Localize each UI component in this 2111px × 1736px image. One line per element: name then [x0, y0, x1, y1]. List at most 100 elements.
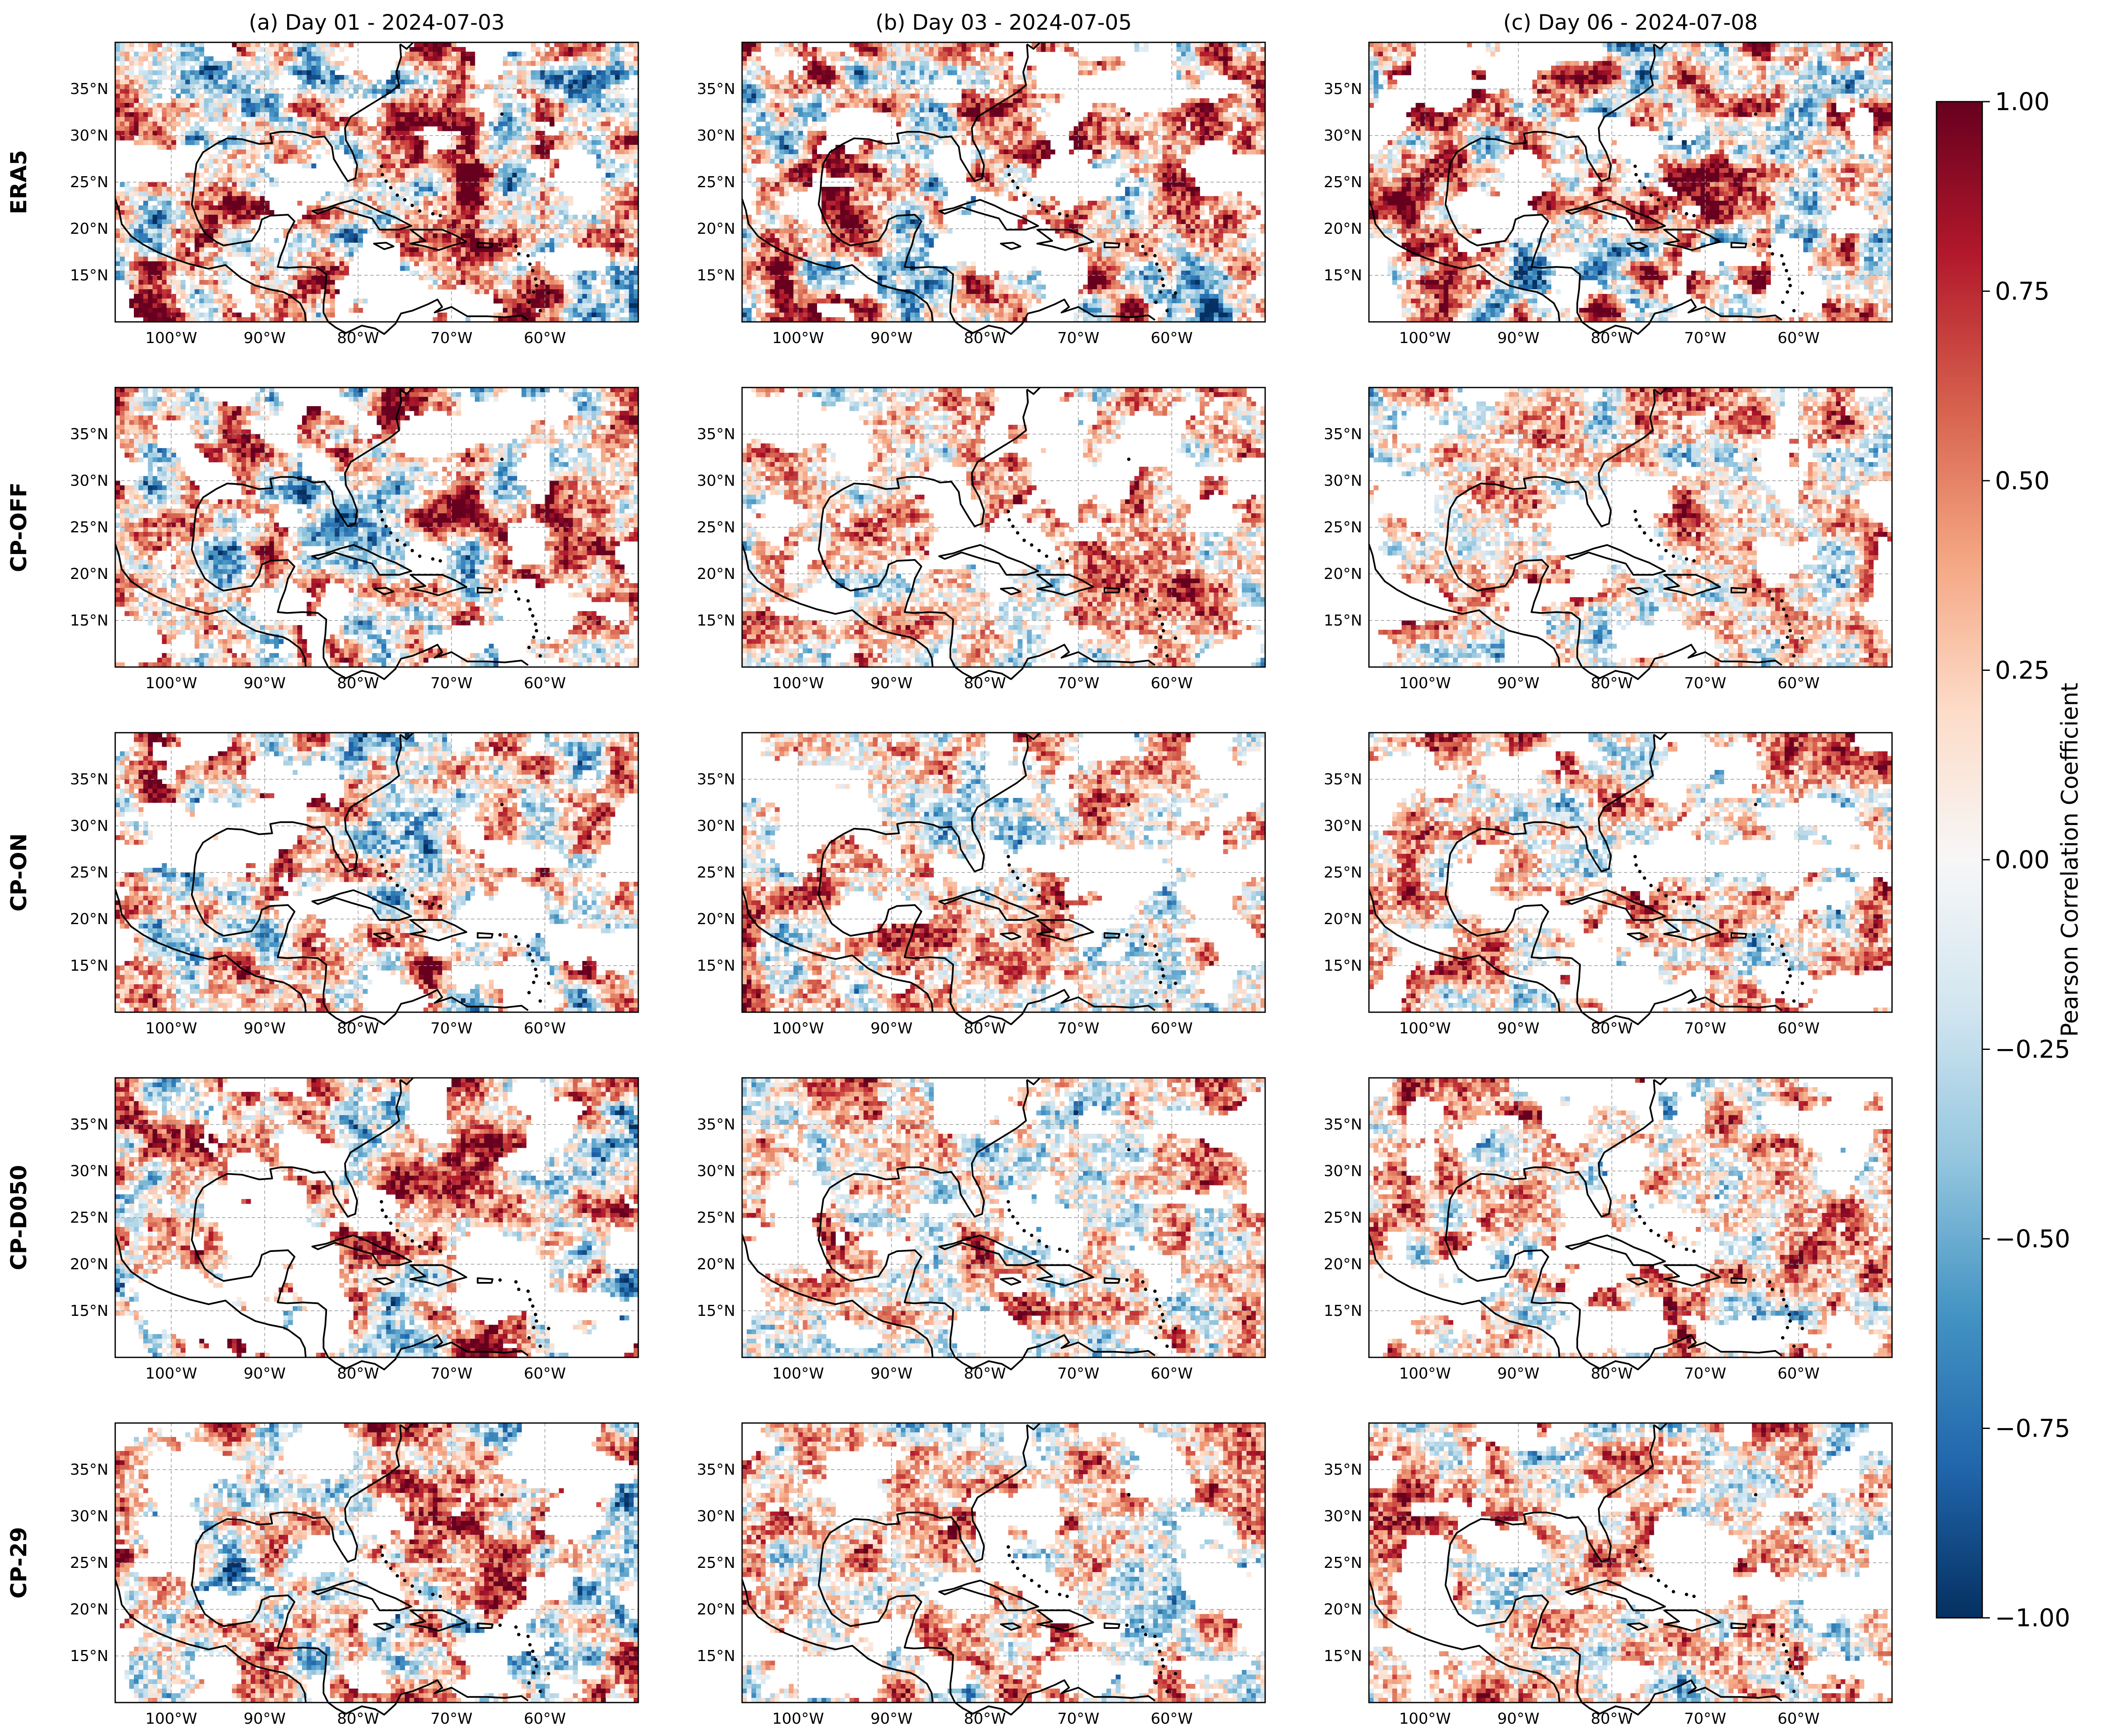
lon-tick-label: 60°W — [1151, 1020, 1193, 1037]
lat-tick-label: 20°N — [697, 1601, 735, 1618]
lon-tick-label: 100°W — [1399, 1020, 1451, 1037]
lat-tick-label: 30°N — [70, 472, 108, 490]
lon-tick-label: 60°W — [1778, 329, 1820, 347]
lon-tick-label: 80°W — [964, 675, 1006, 692]
lon-tick-label: 90°W — [870, 1365, 912, 1382]
lon-tick-label: 90°W — [870, 1020, 912, 1037]
lon-tick-label: 100°W — [772, 1365, 824, 1382]
lon-tick-label: 80°W — [337, 1365, 379, 1382]
lon-tick-label: 60°W — [524, 1365, 566, 1382]
lon-tick-label: 60°W — [1778, 675, 1820, 692]
lat-tick-label: 25°N — [1324, 1209, 1362, 1227]
lon-tick-label: 90°W — [244, 329, 285, 347]
lat-tick-label: 15°N — [70, 267, 108, 284]
lon-tick-label: 70°W — [1684, 1365, 1726, 1382]
lon-tick-label: 90°W — [1497, 1365, 1539, 1382]
lat-tick-label: 30°N — [697, 127, 735, 144]
lon-tick-label: 70°W — [1057, 1365, 1099, 1382]
lon-tick-label: 90°W — [870, 675, 912, 692]
lon-tick-label: 60°W — [1151, 1710, 1193, 1728]
lat-tick-label: 35°N — [697, 1461, 735, 1479]
lon-tick-label: 60°W — [524, 1710, 566, 1728]
lat-tick-label: 35°N — [70, 80, 108, 98]
lat-tick-label: 20°N — [1324, 911, 1362, 928]
lon-tick-label: 60°W — [1778, 1710, 1820, 1728]
lat-tick-label: 35°N — [1324, 1461, 1362, 1479]
lat-tick-label: 35°N — [697, 426, 735, 443]
lon-tick-label: 80°W — [964, 329, 1006, 347]
lat-tick-label: 20°N — [1324, 565, 1362, 583]
lat-tick-label: 30°N — [697, 472, 735, 490]
lat-tick-label: 20°N — [1324, 220, 1362, 238]
lon-tick-label: 100°W — [1399, 1365, 1451, 1382]
lat-tick-label: 20°N — [70, 565, 108, 583]
lat-tick-label: 20°N — [1324, 1601, 1362, 1618]
lat-tick-label: 20°N — [70, 1256, 108, 1273]
lon-tick-label: 90°W — [1497, 1710, 1539, 1728]
lon-tick-label: 70°W — [1057, 675, 1099, 692]
lat-tick-label: 20°N — [70, 220, 108, 238]
row-label: CP-29 — [6, 1527, 32, 1598]
lat-tick-label: 25°N — [697, 1209, 735, 1227]
lon-tick-label: 70°W — [1684, 329, 1726, 347]
lon-tick-label: 80°W — [1591, 329, 1633, 347]
column-title: (b) Day 03 - 2024-07-05 — [875, 10, 1132, 35]
lat-tick-label: 15°N — [70, 957, 108, 975]
row-label: CP-OFF — [6, 482, 32, 572]
lon-tick-label: 100°W — [772, 675, 824, 692]
lon-tick-label: 100°W — [1399, 675, 1451, 692]
lat-tick-label: 25°N — [697, 1554, 735, 1572]
lon-tick-label: 80°W — [337, 675, 379, 692]
lon-tick-label: 70°W — [430, 1365, 472, 1382]
lon-tick-label: 90°W — [244, 675, 285, 692]
colorbar-tick-label: 0.50 — [1995, 466, 2050, 495]
lon-tick-label: 70°W — [1684, 675, 1726, 692]
lat-tick-label: 30°N — [1324, 817, 1362, 835]
lat-tick-label: 20°N — [697, 220, 735, 238]
lon-tick-label: 80°W — [964, 1365, 1006, 1382]
lat-tick-label: 35°N — [697, 80, 735, 98]
lon-tick-label: 90°W — [244, 1710, 285, 1728]
lat-tick-label: 20°N — [697, 565, 735, 583]
colorbar-tick-label: 1.00 — [1995, 87, 2050, 116]
lat-tick-label: 35°N — [70, 426, 108, 443]
lat-tick-label: 25°N — [697, 174, 735, 191]
lat-tick-label: 30°N — [1324, 1163, 1362, 1180]
lat-tick-label: 30°N — [70, 127, 108, 144]
lon-tick-label: 70°W — [430, 1710, 472, 1728]
lon-tick-label: 100°W — [772, 1710, 824, 1728]
column-title: (c) Day 06 - 2024-07-08 — [1503, 10, 1758, 35]
lon-tick-label: 100°W — [145, 675, 197, 692]
lat-tick-label: 30°N — [1324, 472, 1362, 490]
lat-tick-label: 15°N — [70, 1302, 108, 1320]
colorbar-tick-label: −0.50 — [1995, 1224, 2070, 1253]
lat-tick-label: 15°N — [1324, 1302, 1362, 1320]
lon-tick-label: 100°W — [1399, 1710, 1451, 1728]
lon-tick-label: 90°W — [870, 1710, 912, 1728]
lat-tick-label: 20°N — [1324, 1256, 1362, 1273]
colorbar-tick-label: 0.25 — [1995, 656, 2050, 685]
lon-tick-label: 90°W — [244, 1365, 285, 1382]
lat-tick-label: 30°N — [697, 1163, 735, 1180]
lat-tick-label: 35°N — [1324, 771, 1362, 788]
lat-tick-label: 30°N — [70, 817, 108, 835]
lat-tick-label: 15°N — [697, 267, 735, 284]
lat-tick-label: 25°N — [1324, 174, 1362, 191]
lat-tick-label: 15°N — [70, 1647, 108, 1665]
lat-tick-label: 25°N — [70, 1554, 108, 1572]
lon-tick-label: 70°W — [1684, 1020, 1726, 1037]
lon-tick-label: 80°W — [337, 1710, 379, 1728]
lon-tick-label: 90°W — [244, 1020, 285, 1037]
lon-tick-label: 60°W — [1151, 329, 1193, 347]
lon-tick-label: 100°W — [145, 1710, 197, 1728]
